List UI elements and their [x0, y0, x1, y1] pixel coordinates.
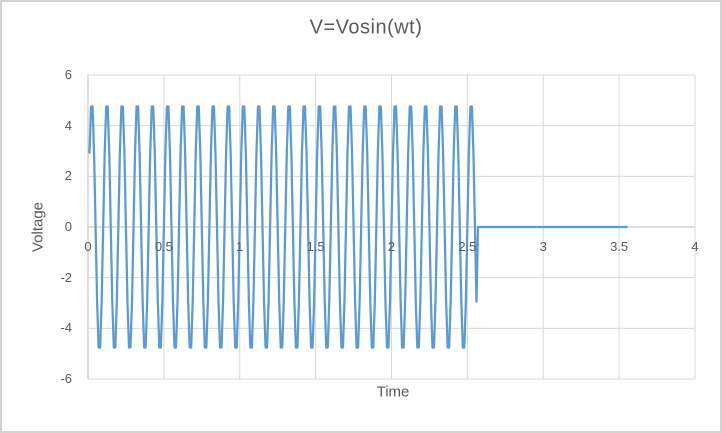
x-tick-label: 0 — [84, 239, 92, 254]
x-tick-label: 3 — [539, 239, 547, 254]
x-axis-title: Time — [376, 383, 410, 401]
x-tick-label: 1 — [236, 239, 244, 254]
x-tick-label: 2 — [387, 239, 396, 254]
y-tick-label: 2 — [64, 168, 72, 184]
y-tick-label: 6 — [64, 67, 72, 82]
x-tick-label: 1.5 — [306, 239, 325, 254]
y-tick-label: -4 — [60, 320, 72, 336]
y-tick-label: 0 — [64, 219, 72, 234]
y-tick-label: -2 — [60, 269, 72, 285]
x-tick-label: 3.5 — [610, 239, 629, 254]
voltage-series-line — [88, 105, 628, 349]
chart-title: V=Vosin(wt) — [309, 16, 423, 39]
y-tick-label: -6 — [60, 371, 72, 386]
x-tick-label: 0.5 — [154, 239, 173, 254]
x-tick-label: 4 — [691, 239, 699, 254]
y-tick-label: 4 — [64, 117, 72, 133]
x-tick-label: 2.5 — [458, 239, 477, 254]
